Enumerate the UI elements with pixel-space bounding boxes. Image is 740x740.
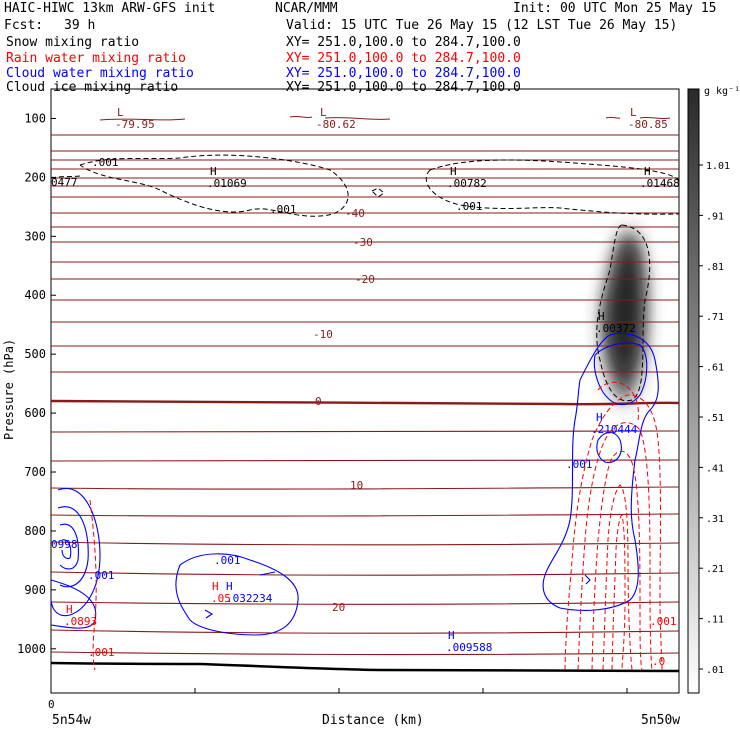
colorbar-tick-label: .11 — [706, 615, 724, 626]
snow-labels: H .01069 H .00782 H .01468 H .00372 .001… — [51, 156, 680, 335]
temp-min-l3: L — [630, 106, 637, 119]
colorbar-tick-label: .41 — [706, 463, 724, 474]
rain-contour-1: .001 — [88, 646, 115, 659]
plot-frame — [50, 88, 680, 694]
cw-contour-1: .001 — [88, 569, 115, 582]
colorbar-tick-label: .21 — [706, 564, 724, 575]
rain-labels: H .0893 H .05 .001 .001 .0 — [64, 580, 677, 668]
temp-label-20: 20 — [332, 601, 345, 614]
colorbar-tick-label: .51 — [706, 413, 724, 424]
y-tick-label: 300 — [24, 229, 46, 243]
snow-h1: H — [210, 165, 217, 178]
temperature-contours — [51, 134, 679, 656]
temp-min-l1: L — [117, 106, 124, 119]
y-tick-label: 1000 — [17, 642, 46, 656]
temp-min-l2: L — [320, 106, 327, 119]
colorbar-tick-label: .61 — [706, 363, 724, 374]
cw-h1-value: .210444 — [591, 423, 638, 436]
field-name-rain: Rain water mixing ratio — [6, 51, 187, 66]
org-label: NCAR/MMM — [275, 1, 338, 16]
temperature-labels: -40 -30 -20 -10 0 10 20 L -79.95 L -80.6… — [115, 106, 668, 614]
snow-h3: H — [644, 165, 651, 178]
y-tick-label: 800 — [24, 524, 46, 538]
x-axis-label: Distance (km) — [322, 713, 424, 728]
snow-shading — [601, 229, 647, 404]
colorbar-tick-label: .31 — [706, 514, 724, 525]
colorbar-tick-label: .91 — [706, 211, 724, 222]
field-xsec-cloud-ice: XY= 251.0,100.0 to 284.7,100.0 — [286, 80, 521, 95]
colorbar-tick-label: .81 — [706, 262, 724, 273]
rain-h1: H — [66, 603, 73, 616]
cw-contour-3: .001 — [566, 458, 593, 471]
colorbar-ticks: 1.01 .91 .81 .71 .61 .51 .41 .31 .21 .11 .01 — [699, 161, 730, 676]
field-name-cloud-water: Cloud water mixing ratio — [6, 66, 194, 81]
cw-h1: H — [596, 411, 603, 424]
field-xsec-snow: XY= 251.0,100.0 to 284.7,100.0 — [286, 35, 521, 50]
temp-label-minus30: -30 — [353, 236, 373, 249]
x-end-label: 5n50w — [641, 713, 680, 728]
snow-h1-value: .01069 — [207, 177, 247, 190]
snow-contour-1: .001 — [92, 156, 119, 169]
y-axis: 100 200 300 400 500 600 700 800 900 1000 — [17, 111, 56, 656]
rain-h2: H — [212, 580, 219, 593]
snow-h2: H — [450, 165, 457, 178]
x-zero-label: 0 — [48, 698, 55, 711]
temp-label-0: 0 — [315, 395, 322, 408]
temp-label-minus20: -20 — [355, 273, 375, 286]
colorbar-tick-label: .01 — [706, 665, 724, 676]
rain-contour-2: .001 — [650, 615, 677, 628]
snow-h4: H — [598, 310, 605, 323]
rain-contour-3: .0 — [652, 655, 665, 668]
field-name-cloud-ice: Cloud ice mixing ratio — [6, 80, 179, 95]
temp-label-minus40: -40 — [345, 207, 365, 220]
cw-h2-value: .032234 — [226, 592, 273, 605]
rain-h2-value: .05 — [211, 592, 231, 605]
temp-min-v2: -80.62 — [316, 118, 356, 131]
snow-h2-value: .00782 — [447, 177, 487, 190]
forecast-label: Fcst: — [4, 18, 44, 33]
cw-h3: H — [448, 629, 455, 642]
cw-contour-2: .001 — [214, 554, 241, 567]
colorbar-unit: g kg⁻¹ — [704, 86, 740, 97]
field-name-snow: Snow mixing ratio — [6, 35, 140, 50]
valid-time: Valid: 15 UTC Tue 26 May 15 (12 LST Tue … — [286, 18, 678, 33]
rain-contours — [89, 381, 663, 671]
temp-label-10: 10 — [350, 479, 363, 492]
y-tick-label: 200 — [24, 170, 46, 184]
x-start-label: 5n54w — [52, 713, 91, 728]
cloud-water-labels: H .210444 H .032234 H .009588 .001 .001 … — [51, 411, 638, 654]
snow-h4-value: .00372 — [596, 322, 636, 335]
init-time: Init: 00 UTC Mon 25 May 15 — [513, 1, 717, 16]
snow-contour-4: 0477 — [51, 176, 78, 189]
field-xsec-rain: XY= 251.0,100.0 to 284.7,100.0 — [286, 51, 521, 66]
cw-h2: H — [226, 580, 233, 593]
colorbar-tick-label: .71 — [706, 312, 724, 323]
y-tick-label: 100 — [24, 111, 46, 125]
field-xsec-cloud-water: XY= 251.0,100.0 to 284.7,100.0 — [286, 66, 521, 81]
snow-contour-3: .001 — [456, 200, 483, 213]
colorbar — [687, 88, 700, 694]
temp-min-squiggles — [99, 115, 671, 121]
cw-h3-value: .009588 — [446, 641, 492, 654]
terrain-line — [50, 661, 680, 673]
y-tick-label: 400 — [24, 288, 46, 302]
colorbar-tick-label: 1.01 — [706, 161, 730, 172]
rain-h1-value: .0893 — [64, 615, 97, 628]
y-tick-label: 500 — [24, 347, 46, 361]
y-tick-label: 900 — [24, 583, 46, 597]
snow-contour-2: .001 — [270, 203, 297, 216]
temp-label-minus10: -10 — [313, 328, 333, 341]
snow-h3-value: .01468 — [640, 177, 680, 190]
x-axis — [50, 688, 628, 693]
y-tick-label: 600 — [24, 406, 46, 420]
y-tick-label: 700 — [24, 465, 46, 479]
y-axis-label: Pressure (hPa) — [2, 339, 16, 440]
temp-min-v1: -79.95 — [115, 118, 155, 131]
cw-contour-4: 0998 — [51, 538, 78, 551]
forecast-hours: 39 h — [64, 18, 96, 33]
chart-title: HAIC-HIWC 13km ARW-GFS init — [4, 1, 216, 16]
temp-min-v3: -80.85 — [628, 118, 668, 131]
